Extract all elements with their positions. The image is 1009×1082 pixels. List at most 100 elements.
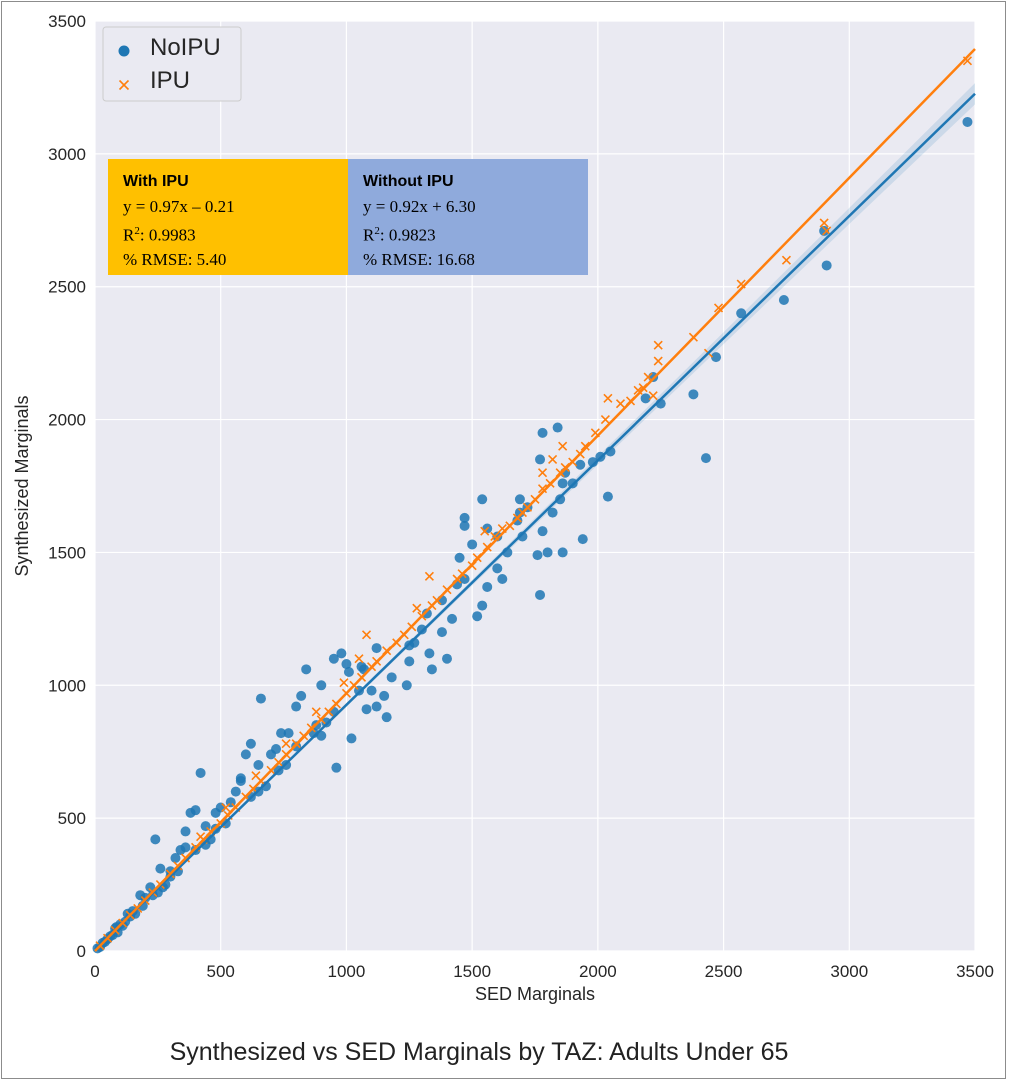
noipu-stats-header: Without IPU <box>363 173 454 190</box>
noipu-point <box>291 701 302 712</box>
ipu-point <box>558 441 568 451</box>
noipu-rmse: % RMSE: 16.68 <box>363 250 475 270</box>
noipu-point <box>459 520 470 531</box>
noipu-point <box>482 581 493 592</box>
noipu-point <box>424 648 435 659</box>
ipu-fit-line <box>94 48 976 952</box>
noipu-point <box>497 574 508 584</box>
noipu-point <box>552 422 563 433</box>
noipu-point <box>575 459 586 470</box>
noipu-point <box>371 643 382 654</box>
noipu-point <box>436 627 447 638</box>
noipu-point <box>195 767 206 778</box>
x-tick-label: 0 <box>90 962 99 981</box>
noipu-point <box>535 454 546 465</box>
ipu-point <box>653 340 663 350</box>
noipu-point <box>180 842 191 853</box>
noipu-point <box>276 728 287 739</box>
noipu-point <box>401 680 412 691</box>
noipu-point <box>150 834 161 845</box>
noipu-point <box>537 526 548 537</box>
ipu-stats-header: With IPU <box>123 173 189 190</box>
noipu-equation: y = 0.92x + 6.30 <box>363 196 476 216</box>
noipu-point <box>346 733 357 744</box>
y-tick-label: 1500 <box>48 543 86 562</box>
x-tick-label: 2500 <box>705 962 743 981</box>
noipu-point <box>145 882 156 893</box>
ipu-point <box>822 226 832 236</box>
noipu-point <box>514 494 525 505</box>
legend-box <box>102 26 242 102</box>
noipu-point <box>700 453 711 464</box>
noipu-point <box>547 507 558 518</box>
x-tick-label: 1500 <box>453 962 491 981</box>
noipu-point <box>253 760 264 770</box>
noipu-point <box>688 389 699 400</box>
noipu-point <box>442 653 452 664</box>
noipu-point <box>416 624 427 635</box>
y-tick-label: 2000 <box>48 411 86 430</box>
noipu-point <box>477 494 488 505</box>
ipu-rmse: % RMSE: 5.40 <box>123 250 227 270</box>
y-axis-label: Synthesized Marginals <box>12 395 32 576</box>
noipu-point <box>240 749 251 760</box>
noipu-point <box>537 427 548 438</box>
noipu-point <box>778 295 789 305</box>
noipu-point <box>356 661 367 672</box>
noipu-point <box>301 664 312 675</box>
legend-ipu-x <box>118 79 130 91</box>
y-tick-label: 1000 <box>48 676 86 695</box>
noipu-fit-line <box>94 92 976 951</box>
ipu-point <box>221 802 231 813</box>
noipu-point <box>640 393 651 404</box>
noipu-point <box>404 656 415 667</box>
y-tick-label: 3500 <box>48 12 86 31</box>
noipu-point <box>467 539 478 550</box>
ipu-point <box>482 542 492 552</box>
noipu-point <box>155 863 166 874</box>
legend-ipu-label: IPU <box>150 67 190 94</box>
noipu-point <box>512 515 523 526</box>
noipu-point <box>542 547 553 558</box>
noipu-point <box>381 712 392 723</box>
noipu-point <box>821 260 832 271</box>
noipu-point <box>321 717 332 728</box>
noipu-point <box>170 853 181 863</box>
x-tick-label: 3000 <box>830 962 868 981</box>
regression-lines <box>94 48 976 952</box>
noipu-point <box>421 608 432 619</box>
ipu-point <box>412 603 422 613</box>
noipu-point <box>371 701 382 712</box>
noipu-point <box>331 762 342 773</box>
noipu-point <box>557 547 568 558</box>
noipu-point <box>602 491 613 502</box>
noipu-point <box>341 659 352 670</box>
legend-noipu-label: NoIPU <box>150 34 221 61</box>
legend-noipu-marker <box>118 45 130 57</box>
noipu-point <box>557 478 568 489</box>
noipu-point <box>819 225 830 236</box>
ipu-point <box>648 391 658 401</box>
ipu-point <box>480 526 490 536</box>
ipu-point <box>603 393 613 403</box>
noipu-point <box>245 738 256 749</box>
ipu-equation: y = 0.97x – 0.21 <box>123 196 235 216</box>
noipu-point <box>555 494 566 505</box>
noipu-point <box>361 704 372 715</box>
noipu-point <box>454 552 465 563</box>
ipu-point <box>251 771 261 781</box>
noipu-point <box>736 308 747 319</box>
noipu-point <box>316 680 327 691</box>
noipu-point <box>366 685 377 696</box>
ipu-point <box>615 399 626 409</box>
ipu-point <box>600 415 610 425</box>
noipu-point <box>477 600 488 611</box>
y-tick-labels: 0 500 1000 1500 2000 2500 3000 3500 <box>48 12 86 961</box>
legend: NoIPU IPU <box>102 26 242 102</box>
ipu-point <box>781 255 791 265</box>
y-tick-label: 500 <box>58 809 86 828</box>
y-tick-label: 3000 <box>48 145 86 164</box>
noipu-point <box>283 728 294 739</box>
noipu-point <box>711 352 722 363</box>
